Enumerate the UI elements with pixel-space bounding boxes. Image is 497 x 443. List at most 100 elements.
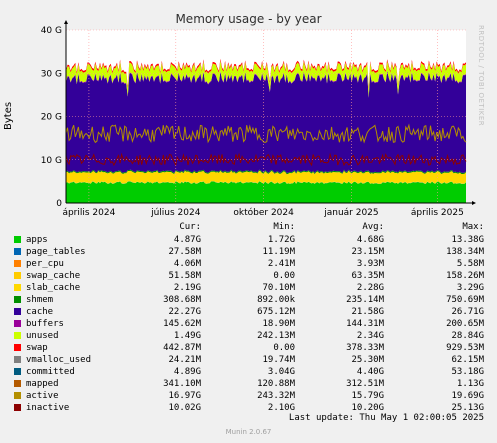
legend-swatch (14, 248, 21, 255)
legend-avg: 2.28G (356, 283, 384, 293)
legend-avg: 4.40G (356, 367, 384, 377)
legend-min: 1.72G (267, 235, 295, 245)
area-unused (66, 60, 466, 98)
legend-cur: 24.21M (168, 355, 201, 365)
legend-avg: 312.51M (346, 379, 384, 389)
area-slab_cache (66, 170, 466, 184)
y-tick-label: 20 G (41, 113, 62, 123)
y-tick-label: 0 (56, 199, 62, 209)
legend-avg: 378.33M (346, 343, 384, 353)
legend-name: shmem (26, 295, 54, 305)
legend-swatch (14, 272, 21, 279)
legend-swatch (14, 308, 21, 315)
legend-name: mapped (26, 379, 59, 389)
legend-avg: 63.35M (351, 271, 384, 281)
legend-avg: 3.93M (356, 259, 384, 269)
legend-cur: 341.10M (163, 379, 201, 389)
legend-avg: 15.79G (351, 391, 384, 401)
legend-name: swap (26, 343, 48, 353)
legend-cur: 4.89G (173, 367, 201, 377)
rrdtool-credit: RRDTOOL / TOBI OETIKER (477, 25, 485, 127)
legend-row-shmem: shmem 308.68M 892.00k 235.14M 750.69M (0, 294, 497, 306)
legend-row-active: active 16.97G 243.32M 15.79G 19.69G (0, 390, 497, 402)
legend-min: 242.13M (257, 331, 295, 341)
legend-min: 0.00 (273, 271, 295, 281)
legend-min: 243.32M (257, 391, 295, 401)
legend-row-per_cpu: per_cpu 4.06M 2.41M 3.93M 5.58M (0, 258, 497, 270)
legend-max: 25.13G (451, 403, 484, 413)
legend-name: swap_cache (26, 271, 81, 281)
legend-avg: 10.20G (351, 403, 384, 413)
legend-name: apps (26, 235, 48, 245)
legend-max: 53.18G (451, 367, 484, 377)
last-update: Last update: Thu May 1 02:00:05 2025 (288, 413, 484, 423)
legend-name: committed (26, 367, 75, 377)
x-tick-label: április 2024 (62, 208, 115, 218)
legend-row-page_tables: page_tables 27.58M 11.19M 23.15M 138.34M (0, 246, 497, 258)
y-tick-label: 40 G (41, 26, 62, 36)
legend-cur: 10.02G (168, 403, 201, 413)
legend-cur: 2.19G (173, 283, 201, 293)
legend-min: 3.04G (267, 367, 295, 377)
legend-avg: 21.58G (351, 307, 384, 317)
legend-swatch (14, 392, 21, 399)
legend-name: cache (26, 307, 54, 317)
legend-row-inactive: inactive 10.02G 2.10G 10.20G 25.13G (0, 402, 497, 414)
legend-cur: 308.68M (163, 295, 201, 305)
y-tick-label: 30 G (41, 69, 62, 79)
y-tick-label: 10 G (41, 156, 62, 166)
legend-min: 11.19M (262, 247, 295, 257)
legend-cur: 16.97G (168, 391, 201, 401)
legend-swatch (14, 284, 21, 291)
legend-swatch (14, 260, 21, 267)
legend-max: 750.69M (446, 295, 484, 305)
legend-max: 200.65M (446, 319, 484, 329)
legend-cur: 442.87M (163, 343, 201, 353)
legend-name: buffers (26, 319, 64, 329)
legend-row-committed: committed 4.89G 3.04G 4.40G 53.18G (0, 366, 497, 378)
legend-row-cache: cache 22.27G 675.12M 21.58G 26.71G (0, 306, 497, 318)
legend-name: vmalloc_used (26, 355, 92, 365)
legend-max: 1.13G (456, 379, 484, 389)
x-tick-label: október 2024 (233, 207, 294, 218)
legend-name: per_cpu (26, 259, 64, 269)
legend-avg: 23.15M (351, 247, 384, 257)
legend-name: active (26, 391, 59, 401)
legend-row-vmalloc_used: vmalloc_used 24.21M 19.74M 25.30M 62.15M (0, 354, 497, 366)
legend-min: 19.74M (262, 355, 295, 365)
area-swap_cache (66, 181, 466, 184)
area-cache (66, 71, 466, 173)
legend-swatch (14, 368, 21, 375)
legend-name: slab_cache (26, 283, 81, 293)
legend-avg: 2.34G (356, 331, 384, 341)
legend-name: unused (26, 331, 59, 341)
line-active (65, 123, 467, 144)
legend-max: 28.84G (451, 331, 484, 341)
legend-cur: 1.49G (173, 331, 201, 341)
area-shmem (66, 169, 466, 175)
legend-avg: 4.68G (356, 235, 384, 245)
legend-swatch (14, 236, 21, 243)
legend-cur: 4.87G (173, 235, 201, 245)
legend-swatch (14, 320, 21, 327)
col-header-min: Min: (273, 222, 295, 232)
legend-min: 2.10G (267, 403, 295, 413)
legend-max: 13.38G (451, 235, 484, 245)
legend-swatch (14, 296, 21, 303)
legend-max: 19.69G (451, 391, 484, 401)
legend-row-slab_cache: slab_cache 2.19G 70.10M 2.28G 3.29G (0, 282, 497, 294)
legend-max: 138.34M (446, 247, 484, 257)
legend-row-swap_cache: swap_cache 51.58M 0.00 63.35M 158.26M (0, 270, 497, 282)
legend-min: 120.88M (257, 379, 295, 389)
legend-row-swap: swap 442.87M 0.00 378.33M 929.53M (0, 342, 497, 354)
col-header-cur: Cur: (179, 222, 201, 232)
legend-swatch (14, 356, 21, 363)
legend-min: 892.00k (257, 295, 295, 305)
legend-cur: 4.06M (173, 259, 201, 269)
legend-row-mapped: mapped 341.10M 120.88M 312.51M 1.13G (0, 378, 497, 390)
legend-cur: 51.58M (168, 271, 201, 281)
x-tick-label: április 2025 (411, 208, 464, 218)
legend-name: page_tables (26, 247, 86, 257)
